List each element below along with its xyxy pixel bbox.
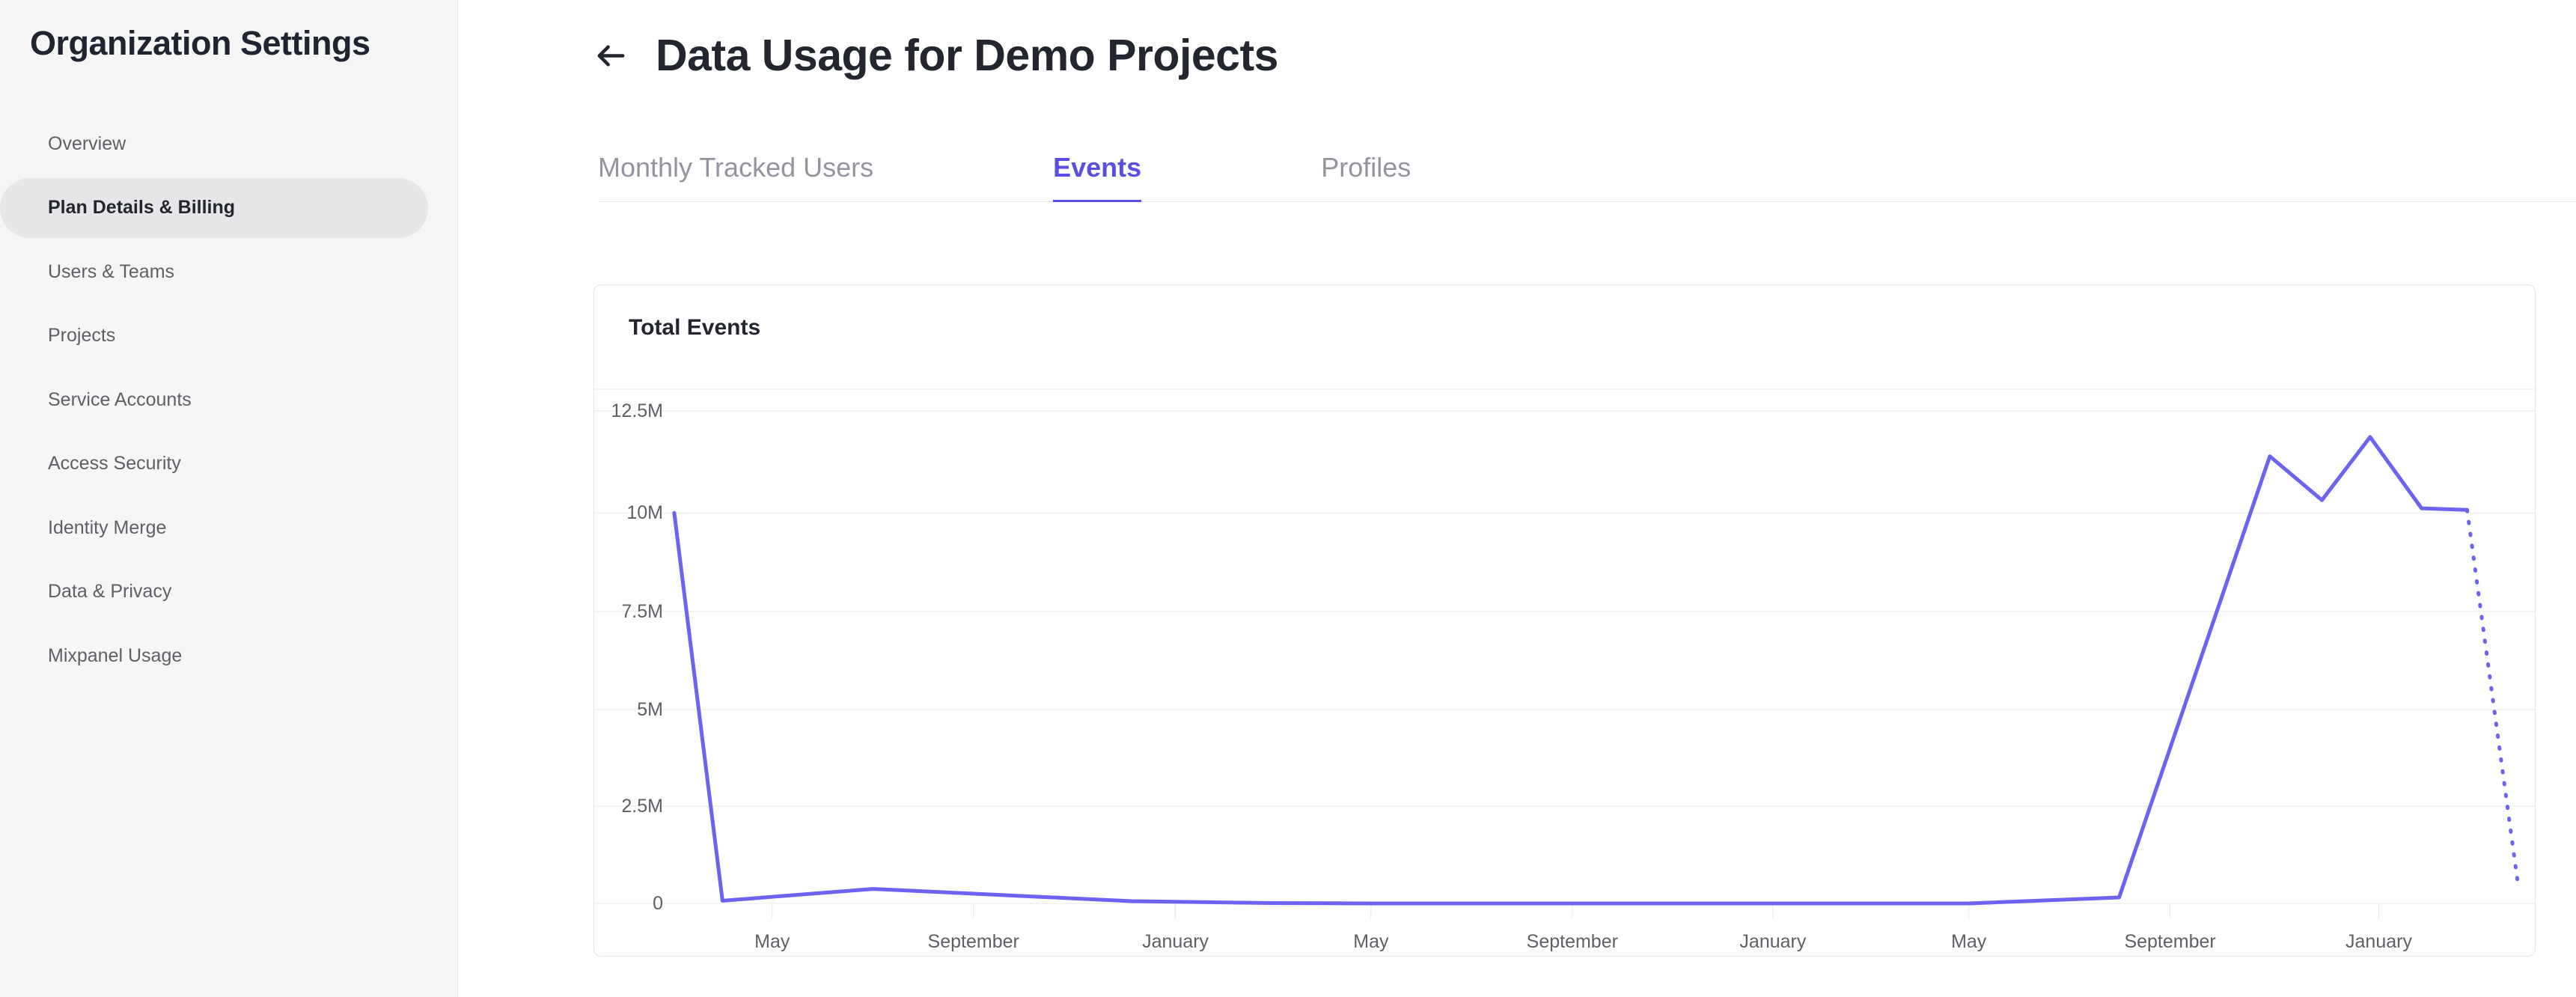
svg-text:May: May: [1951, 931, 1987, 952]
svg-text:2.5M: 2.5M: [621, 796, 663, 817]
svg-text:September: September: [2124, 931, 2215, 952]
svg-text:0: 0: [653, 893, 663, 914]
svg-text:May: May: [754, 931, 790, 952]
svg-text:5M: 5M: [637, 699, 663, 720]
svg-text:7.5M: 7.5M: [621, 601, 663, 622]
svg-text:May: May: [1353, 931, 1389, 952]
svg-text:January: January: [1142, 931, 1209, 952]
svg-text:September: September: [1527, 931, 1618, 952]
svg-text:January: January: [2345, 931, 2412, 952]
svg-text:September: September: [928, 931, 1019, 952]
svg-text:10M: 10M: [626, 502, 663, 523]
svg-text:12.5M: 12.5M: [611, 400, 663, 421]
svg-text:January: January: [1739, 931, 1806, 952]
